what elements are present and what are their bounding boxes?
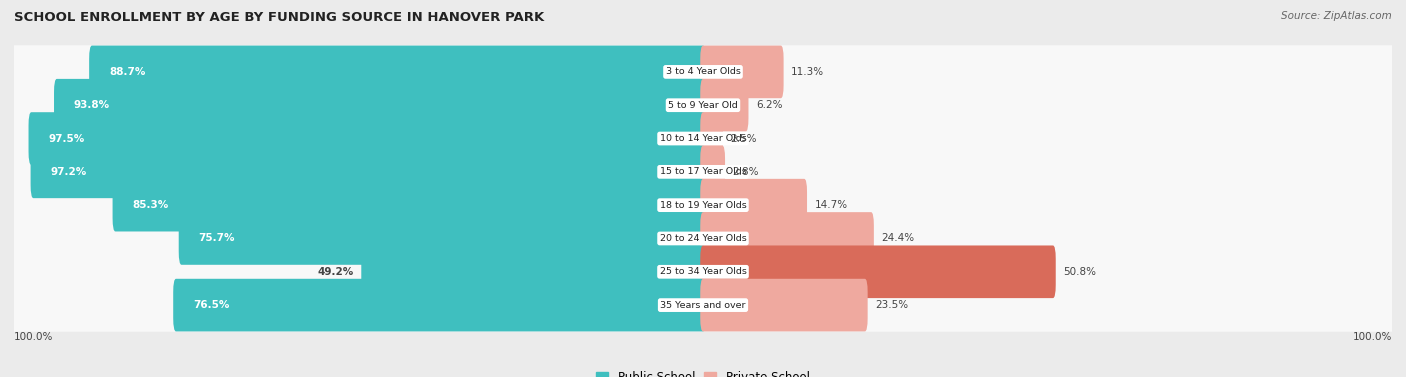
FancyBboxPatch shape [89, 46, 706, 98]
FancyBboxPatch shape [13, 78, 1393, 132]
FancyBboxPatch shape [700, 112, 723, 165]
Text: 6.2%: 6.2% [756, 100, 783, 110]
FancyBboxPatch shape [700, 212, 875, 265]
Text: 49.2%: 49.2% [318, 267, 354, 277]
FancyBboxPatch shape [13, 45, 1393, 98]
FancyBboxPatch shape [700, 79, 748, 132]
FancyBboxPatch shape [13, 178, 1393, 232]
Text: 20 to 24 Year Olds: 20 to 24 Year Olds [659, 234, 747, 243]
FancyBboxPatch shape [700, 146, 725, 198]
Text: 23.5%: 23.5% [876, 300, 908, 310]
Text: 97.5%: 97.5% [48, 133, 84, 144]
Legend: Public School, Private School: Public School, Private School [592, 366, 814, 377]
FancyBboxPatch shape [173, 279, 706, 331]
Text: 15 to 17 Year Olds: 15 to 17 Year Olds [659, 167, 747, 176]
Text: 100.0%: 100.0% [1353, 332, 1392, 342]
Text: SCHOOL ENROLLMENT BY AGE BY FUNDING SOURCE IN HANOVER PARK: SCHOOL ENROLLMENT BY AGE BY FUNDING SOUR… [14, 11, 544, 24]
FancyBboxPatch shape [700, 46, 783, 98]
Text: 11.3%: 11.3% [792, 67, 824, 77]
FancyBboxPatch shape [13, 279, 1393, 332]
Text: 10 to 14 Year Olds: 10 to 14 Year Olds [659, 134, 747, 143]
FancyBboxPatch shape [13, 245, 1393, 299]
Text: 88.7%: 88.7% [110, 67, 145, 77]
Text: 97.2%: 97.2% [51, 167, 87, 177]
Text: 25 to 34 Year Olds: 25 to 34 Year Olds [659, 267, 747, 276]
Text: Source: ZipAtlas.com: Source: ZipAtlas.com [1281, 11, 1392, 21]
FancyBboxPatch shape [700, 179, 807, 231]
FancyBboxPatch shape [13, 112, 1393, 165]
FancyBboxPatch shape [13, 212, 1393, 265]
Text: 35 Years and over: 35 Years and over [661, 300, 745, 310]
FancyBboxPatch shape [700, 245, 1056, 298]
FancyBboxPatch shape [112, 179, 706, 231]
FancyBboxPatch shape [700, 279, 868, 331]
FancyBboxPatch shape [13, 145, 1393, 199]
Text: 2.5%: 2.5% [731, 133, 756, 144]
FancyBboxPatch shape [53, 79, 706, 132]
Text: 100.0%: 100.0% [14, 332, 53, 342]
FancyBboxPatch shape [28, 112, 706, 165]
FancyBboxPatch shape [31, 146, 706, 198]
Text: 3 to 4 Year Olds: 3 to 4 Year Olds [665, 67, 741, 77]
Text: 76.5%: 76.5% [193, 300, 229, 310]
Text: 85.3%: 85.3% [132, 200, 169, 210]
Text: 5 to 9 Year Old: 5 to 9 Year Old [668, 101, 738, 110]
Text: 75.7%: 75.7% [198, 233, 235, 244]
Text: 2.8%: 2.8% [733, 167, 759, 177]
FancyBboxPatch shape [179, 212, 706, 265]
Text: 14.7%: 14.7% [814, 200, 848, 210]
Text: 93.8%: 93.8% [75, 100, 110, 110]
Text: 50.8%: 50.8% [1063, 267, 1097, 277]
Text: 18 to 19 Year Olds: 18 to 19 Year Olds [659, 201, 747, 210]
FancyBboxPatch shape [361, 245, 706, 298]
Text: 24.4%: 24.4% [882, 233, 914, 244]
